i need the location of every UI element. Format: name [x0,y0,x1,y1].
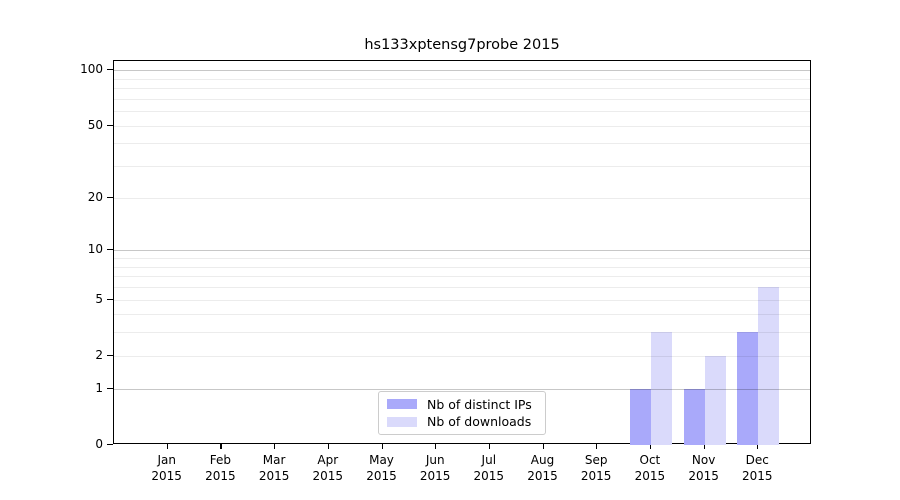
gridline-minor-40 [114,143,810,145]
x-tick-month: Sep [584,453,608,467]
x-axis-tick-mark-jul [488,444,490,449]
y-axis-tick-mark-2 [107,354,113,356]
gridline-minor-20 [114,197,810,199]
bar-distinct-ips-nov [683,388,705,445]
bar-downloads-oct [650,332,672,445]
x-tick-month: Jan [157,453,176,467]
x-axis-tick-mark-sep [596,444,598,449]
x-tick-month: Feb [209,453,232,467]
x-tick-year: 2015 [634,469,666,483]
legend-item-distinct-ips: Nb of distinct IPs [387,397,537,412]
x-axis-tick-mark-dec [757,444,759,449]
gridline-minor-2 [114,355,810,357]
x-axis-tick-mark-jan [166,444,168,449]
x-tick-year: 2015 [473,469,505,483]
y-axis-tick-mark-50 [107,124,113,126]
legend-swatch-distinct-ips [387,399,417,410]
gridline-major-1 [114,388,810,390]
x-tick-month: Jul [481,453,497,467]
x-axis-tick-label-sep: Sep 2015 [566,452,626,484]
x-tick-month: Mar [262,453,286,467]
bar-distinct-ips-dec [737,332,759,445]
x-tick-month: Aug [530,453,555,467]
x-axis-tick-label-jan: Jan 2015 [137,452,197,484]
y-axis-tick-mark-100 [107,69,113,71]
x-tick-year: 2015 [205,469,236,483]
x-axis-tick-label-jun: Jun 2015 [405,452,465,484]
x-axis-tick-label-feb: Feb 2015 [190,452,250,484]
y-axis-tick-label-10: 10 [87,242,103,257]
x-axis-tick-mark-may [381,444,383,449]
y-axis-tick-label-0: 0 [95,437,103,451]
x-axis-tick-mark-jun [435,444,437,449]
x-tick-year: 2015 [580,469,612,483]
x-tick-month: May [369,453,394,467]
y-axis-tick-label-50: 50 [87,117,103,132]
x-axis-tick-mark-aug [542,444,544,449]
x-axis-tick-mark-feb [220,444,222,449]
plot-area [113,60,811,445]
gridline-minor-80 [114,88,810,89]
x-tick-year: 2015 [527,469,558,483]
y-axis-tick-mark-1 [107,387,113,389]
gridline-minor-70 [114,98,810,100]
gridline-minor-9 [114,258,810,259]
bar-distinct-ips-oct [629,388,651,445]
x-tick-year: 2015 [258,469,290,483]
legend-label-downloads: Nb of downloads [427,414,532,430]
x-axis-tick-label-apr: Apr 2015 [298,452,358,484]
y-axis-tick-label-2: 2 [95,347,103,362]
chart-title: hs133xptensg7probe 2015 [364,37,560,53]
x-tick-month: Apr [317,453,339,467]
legend-label-distinct-ips: Nb of distinct IPs [427,396,532,412]
x-axis-tick-label-nov: Nov 2015 [674,452,734,484]
x-tick-month: Jun [425,453,445,467]
gridline-major-100 [114,70,810,72]
y-axis-tick-mark-0 [107,444,113,446]
x-tick-year: 2015 [312,469,344,483]
y-axis-tick-label-20: 20 [87,189,103,204]
x-axis-tick-label-jul: Jul 2015 [459,452,519,484]
x-axis-tick-label-mar: Mar 2015 [244,452,304,484]
x-tick-month: Oct [639,453,661,467]
gridline-minor-8 [114,266,810,268]
x-tick-year: 2015 [419,469,451,483]
gridline-minor-3 [114,332,810,334]
y-axis-tick-mark-5 [107,298,113,300]
gridline-major-10 [114,250,810,252]
legend-item-downloads: Nb of downloads [387,414,537,429]
y-axis-tick-mark-20 [107,196,113,198]
gridline-minor-7 [114,276,810,278]
bar-downloads-dec [758,286,780,445]
x-tick-month: Dec [745,453,769,467]
y-axis-tick-mark-10 [107,249,113,251]
x-axis-tick-mark-nov [703,444,705,449]
y-axis-tick-label-5: 5 [95,291,103,306]
gridline-minor-5 [114,299,810,301]
x-axis-tick-label-dec: Dec 2015 [727,452,787,484]
gridline-minor-6 [114,286,810,288]
x-axis-tick-label-aug: Aug 2015 [513,452,573,484]
x-axis-tick-label-oct: Oct 2015 [620,452,680,484]
gridline-minor-4 [114,314,810,316]
x-axis-tick-mark-apr [327,444,329,449]
bar-downloads-nov [704,355,726,445]
gridline-minor-50 [114,125,810,127]
legend-swatch-downloads [387,416,417,427]
legend: Nb of distinct IPs Nb of downloads [378,391,546,435]
gridline-minor-30 [114,166,810,168]
x-tick-month: Nov [691,453,716,467]
gridline-minor-60 [114,111,810,113]
x-tick-year: 2015 [151,469,182,483]
x-axis-tick-mark-mar [274,444,276,449]
gridline-minor-90 [114,78,810,80]
y-axis-tick-label-1: 1 [95,380,103,395]
y-axis-tick-label-100: 100 [80,62,103,77]
x-axis-tick-label-may: May 2015 [352,452,412,484]
x-axis-tick-mark-oct [649,444,652,449]
x-tick-year: 2015 [366,469,397,483]
x-tick-year: 2015 [742,469,773,483]
x-tick-year: 2015 [688,469,719,483]
